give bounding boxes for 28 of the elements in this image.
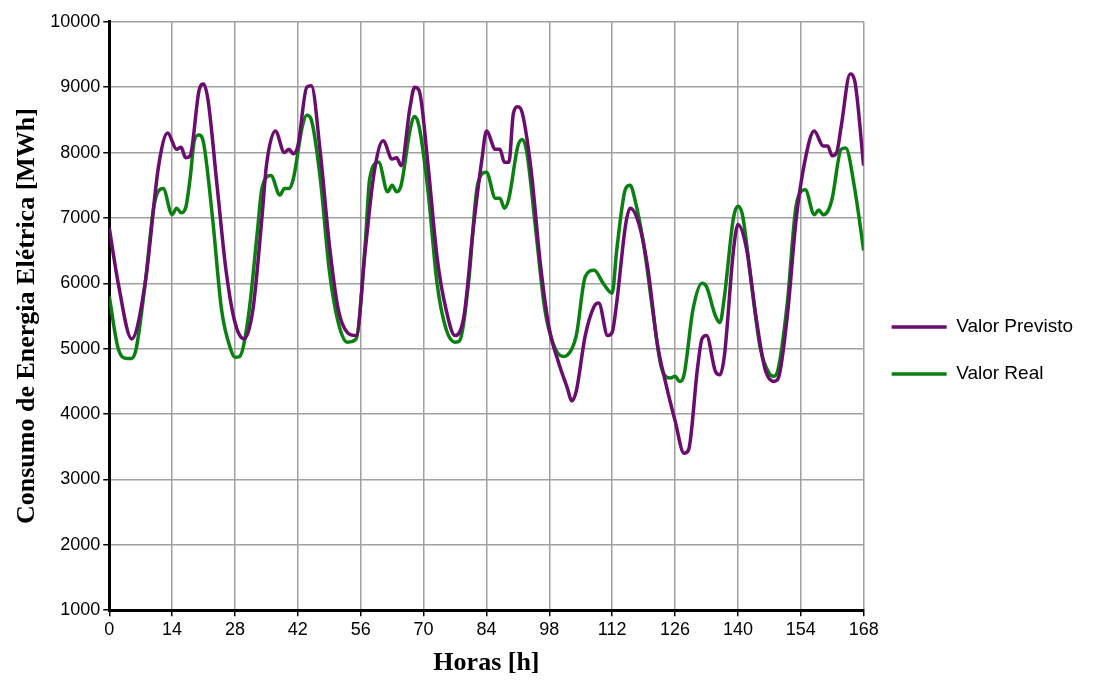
y-tick-label: 10000 bbox=[50, 10, 101, 31]
x-tick-label: 98 bbox=[539, 618, 560, 639]
legend-label: Valor Real bbox=[956, 362, 1044, 384]
y-tick-label: 6000 bbox=[60, 272, 101, 293]
x-tick-label: 42 bbox=[287, 618, 308, 639]
y-tick-label: 8000 bbox=[60, 141, 101, 162]
x-tick-label: 28 bbox=[224, 618, 245, 639]
y-axis-title: Consumo de Energia Elétrica [MWh] bbox=[11, 108, 41, 524]
x-tick-label: 168 bbox=[848, 618, 879, 639]
x-tick-label: 70 bbox=[413, 618, 434, 639]
x-tick-label: 126 bbox=[660, 618, 691, 639]
x-tick-label: 140 bbox=[722, 618, 753, 639]
x-tick-label: 112 bbox=[597, 618, 627, 639]
x-tick-label: 84 bbox=[476, 618, 497, 639]
y-tick-label: 7000 bbox=[60, 206, 101, 227]
legend-label: Valor Previsto bbox=[956, 315, 1073, 337]
x-tick-label: 154 bbox=[785, 618, 816, 639]
x-tick-label: 14 bbox=[162, 618, 183, 639]
y-tick-label: 1000 bbox=[60, 599, 101, 620]
y-tick-label: 2000 bbox=[60, 533, 101, 554]
y-tick-label: 9000 bbox=[60, 76, 101, 97]
x-tick-label: 0 bbox=[104, 618, 115, 639]
y-tick-label: 5000 bbox=[60, 337, 101, 358]
line-series bbox=[109, 72, 864, 456]
y-tick-label: 3000 bbox=[60, 468, 101, 489]
x-tick-label: 56 bbox=[350, 618, 371, 639]
y-tick-label: 4000 bbox=[60, 403, 101, 424]
x-axis-title: Horas [h] bbox=[433, 647, 540, 677]
